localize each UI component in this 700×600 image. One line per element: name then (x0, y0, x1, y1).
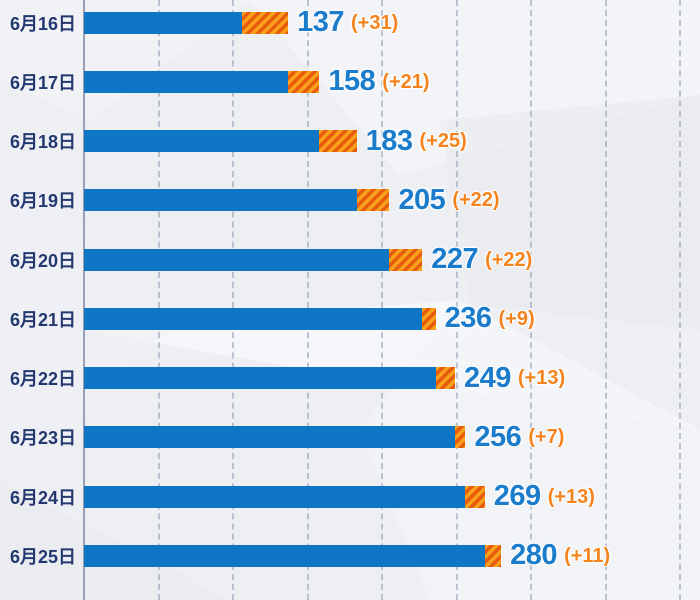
bar[interactable] (84, 70, 320, 93)
bar-total-segment[interactable] (84, 367, 436, 390)
bar-increase-segment[interactable] (356, 189, 390, 212)
chart-row: 6月18日 183 (+25) (0, 112, 700, 171)
gridline (604, 0, 607, 600)
bar-increase-segment[interactable] (435, 367, 455, 390)
chart-row: 6月24日 269 (+13) (0, 467, 700, 526)
gridline (679, 0, 681, 600)
date-label: 6月22日 (9, 369, 76, 390)
total-value: 280 (510, 539, 558, 572)
chart-row: 6月21日 236 (+9) (0, 289, 700, 348)
date-label: 6月19日 (9, 191, 76, 212)
date-label: 6月18日 (9, 132, 76, 153)
increase-value: (+7) (528, 426, 565, 449)
increase-value: (+9) (498, 307, 535, 330)
increase-value: (+13) (547, 485, 595, 508)
bar-increase-segment[interactable] (465, 485, 485, 508)
bar[interactable] (84, 485, 485, 508)
total-value: 183 (365, 124, 413, 157)
date-label: 6月17日 (9, 72, 76, 93)
increase-value: (+22) (452, 189, 500, 212)
bar-total-segment[interactable] (84, 11, 242, 34)
gridline (232, 0, 234, 600)
chart-row: 6月19日 205 (+22) (0, 171, 700, 230)
bar-total-segment[interactable] (84, 248, 390, 271)
gridline (381, 0, 383, 600)
bar-increase-segment[interactable] (288, 70, 320, 93)
y-axis-line (83, 0, 85, 600)
bar-increase-segment[interactable] (422, 307, 436, 330)
bar-total-segment[interactable] (84, 426, 455, 449)
total-value: 158 (328, 65, 376, 98)
increase-value: (+31) (351, 11, 399, 34)
bar-total-segment[interactable] (84, 307, 423, 330)
bar[interactable] (84, 189, 390, 212)
increase-value: (+13) (517, 367, 566, 390)
bar-increase-segment[interactable] (484, 544, 502, 567)
bar-increase-segment[interactable] (241, 11, 289, 34)
bar[interactable] (84, 11, 289, 34)
chart-row: 6月22日 249 (+13) (0, 349, 700, 408)
date-label: 6月20日 (9, 250, 76, 271)
gridline (530, 0, 532, 600)
gridline (306, 0, 309, 600)
total-value: 236 (444, 302, 492, 335)
bar-increase-segment[interactable] (319, 130, 357, 153)
date-label: 6月24日 (9, 487, 76, 508)
total-value: 269 (493, 480, 541, 513)
increase-value: (+22) (485, 248, 533, 271)
bar[interactable] (84, 544, 502, 567)
chart-row: 6月25日 280 (+11) (0, 526, 700, 585)
chart-row: 6月17日 158 (+21) (0, 52, 700, 111)
bar-increase-segment[interactable] (389, 248, 423, 271)
total-value: 205 (398, 183, 446, 216)
bar-total-segment[interactable] (84, 544, 485, 567)
increase-value: (+21) (382, 70, 430, 93)
bar-total-segment[interactable] (84, 130, 320, 153)
bar-total-segment[interactable] (84, 70, 289, 93)
bar[interactable] (84, 307, 436, 330)
date-label: 6月25日 (9, 546, 76, 567)
chart-row: 6月23日 256 (+7) (0, 408, 700, 467)
increase-value: (+11) (564, 544, 611, 567)
bar[interactable] (84, 248, 423, 271)
bar-total-segment[interactable] (84, 485, 466, 508)
bar-total-segment[interactable] (84, 189, 357, 212)
bar[interactable] (84, 426, 466, 449)
total-value: 227 (431, 243, 479, 276)
date-label: 6月23日 (9, 428, 76, 449)
gridline (157, 0, 160, 600)
total-value: 256 (474, 420, 522, 453)
bar-increase-segment[interactable] (455, 426, 466, 449)
bar[interactable] (84, 130, 357, 153)
chart-row: 6月16日 137 (+31) (0, 0, 700, 52)
date-label: 6月21日 (9, 309, 76, 330)
date-label: 6月16日 (9, 13, 76, 34)
total-value: 249 (463, 361, 511, 394)
increase-value: (+25) (419, 130, 467, 153)
bar[interactable] (84, 367, 455, 390)
chart-row: 6月20日 227 (+22) (0, 230, 700, 289)
gridline (455, 0, 458, 600)
total-value: 137 (297, 6, 345, 39)
